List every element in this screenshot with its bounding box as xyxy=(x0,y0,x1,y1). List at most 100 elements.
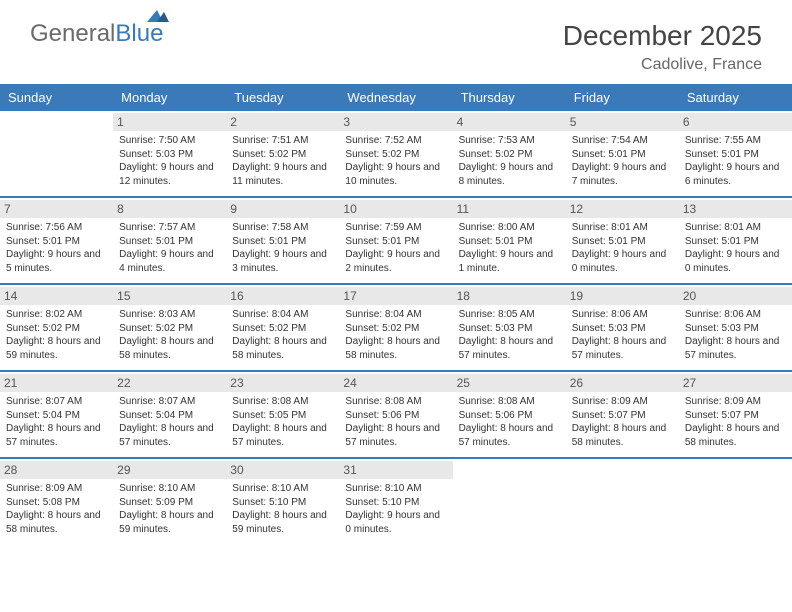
day-sun-info: Sunrise: 7:56 AMSunset: 5:01 PMDaylight:… xyxy=(6,221,107,275)
day-sun-info: Sunrise: 8:01 AMSunset: 5:01 PMDaylight:… xyxy=(572,221,673,275)
calendar-week-row: 7 Sunrise: 7:56 AMSunset: 5:01 PMDaylight… xyxy=(0,197,792,284)
day-number: 28 xyxy=(0,461,113,479)
location: Cadolive, France xyxy=(563,56,762,74)
day-sun-info: Sunrise: 7:55 AMSunset: 5:01 PMDaylight:… xyxy=(685,134,786,188)
calendar-day-cell: 2 Sunrise: 7:51 AMSunset: 5:02 PMDaylight… xyxy=(226,111,339,197)
day-sun-info: Sunrise: 8:06 AMSunset: 5:03 PMDaylight:… xyxy=(685,308,786,362)
calendar-day-cell: 16 Sunrise: 8:04 AMSunset: 5:02 PMDayligh… xyxy=(226,284,339,371)
day-sun-info: Sunrise: 8:01 AMSunset: 5:01 PMDaylight:… xyxy=(685,221,786,275)
calendar-day-cell: 6 Sunrise: 7:55 AMSunset: 5:01 PMDaylight… xyxy=(679,111,792,197)
calendar-week-row: 1 Sunrise: 7:50 AMSunset: 5:03 PMDaylight… xyxy=(0,111,792,197)
calendar-day-cell: 7 Sunrise: 7:56 AMSunset: 5:01 PMDaylight… xyxy=(0,197,113,284)
calendar-day-cell: 4Sunrise: 7:53 AMSunset: 5:02 PMDaylight… xyxy=(453,111,566,197)
day-number: 2 xyxy=(226,113,339,131)
calendar-day-cell: 25 Sunrise: 8:08 AMSunset: 5:06 PMDayligh… xyxy=(453,371,566,458)
calendar-week-row: 21 Sunrise: 8:07 AMSunset: 5:04 PMDayligh… xyxy=(0,371,792,458)
calendar-day-cell: 22 Sunrise: 8:07 AMSunset: 5:04 PMDayligh… xyxy=(113,371,226,458)
day-sun-info: Sunrise: 8:08 AMSunset: 5:05 PMDaylight:… xyxy=(232,395,333,449)
calendar-day-cell: 30Sunrise: 8:10 AMSunset: 5:10 PMDayligh… xyxy=(226,458,339,544)
day-number: 25 xyxy=(453,374,566,392)
title-block: December 2025 Cadolive, France xyxy=(563,20,762,74)
day-number: 27 xyxy=(679,374,792,392)
day-sun-info: Sunrise: 8:09 AMSunset: 5:07 PMDaylight:… xyxy=(685,395,786,449)
day-number: 3 xyxy=(339,113,452,131)
day-number: 22 xyxy=(113,374,226,392)
calendar-day-cell: 17Sunrise: 8:04 AMSunset: 5:02 PMDayligh… xyxy=(339,284,452,371)
day-sun-info: Sunrise: 8:02 AMSunset: 5:02 PMDaylight:… xyxy=(6,308,107,362)
calendar-day-cell: 21 Sunrise: 8:07 AMSunset: 5:04 PMDayligh… xyxy=(0,371,113,458)
day-number: 13 xyxy=(679,200,792,218)
day-sun-info: Sunrise: 8:03 AMSunset: 5:02 PMDaylight:… xyxy=(119,308,220,362)
day-sun-info: Sunrise: 7:58 AMSunset: 5:01 PMDaylight:… xyxy=(232,221,333,275)
calendar-body: 1 Sunrise: 7:50 AMSunset: 5:03 PMDaylight… xyxy=(0,111,792,544)
day-number: 18 xyxy=(453,287,566,305)
calendar-day-cell xyxy=(679,458,792,544)
day-number: 15 xyxy=(113,287,226,305)
day-number: 7 xyxy=(0,200,113,218)
calendar-day-cell: 15 Sunrise: 8:03 AMSunset: 5:02 PMDayligh… xyxy=(113,284,226,371)
logo-blue-text: Blue xyxy=(115,20,163,47)
day-number: 29 xyxy=(113,461,226,479)
weekday-header-row: SundayMondayTuesdayWednesdayThursdayFrid… xyxy=(0,84,792,111)
calendar-day-cell: 28Sunrise: 8:09 AMSunset: 5:08 PMDayligh… xyxy=(0,458,113,544)
day-number: 21 xyxy=(0,374,113,392)
calendar-day-cell: 23Sunrise: 8:08 AMSunset: 5:05 PMDayligh… xyxy=(226,371,339,458)
day-sun-info: Sunrise: 7:53 AMSunset: 5:02 PMDaylight:… xyxy=(459,134,560,188)
calendar-day-cell: 5Sunrise: 7:54 AMSunset: 5:01 PMDaylight… xyxy=(566,111,679,197)
day-number: 16 xyxy=(226,287,339,305)
logo-triangle-icon xyxy=(147,8,169,22)
day-sun-info: Sunrise: 8:05 AMSunset: 5:03 PMDaylight:… xyxy=(459,308,560,362)
calendar-table: SundayMondayTuesdayWednesdayThursdayFrid… xyxy=(0,84,792,544)
calendar-day-cell xyxy=(566,458,679,544)
calendar-day-cell: 12 Sunrise: 8:01 AMSunset: 5:01 PMDayligh… xyxy=(566,197,679,284)
day-sun-info: Sunrise: 8:08 AMSunset: 5:06 PMDaylight:… xyxy=(459,395,560,449)
day-number: 17 xyxy=(339,287,452,305)
day-number: 9 xyxy=(226,200,339,218)
calendar-day-cell: 10Sunrise: 7:59 AMSunset: 5:01 PMDayligh… xyxy=(339,197,452,284)
weekday-header: Saturday xyxy=(679,84,792,111)
day-number: 26 xyxy=(566,374,679,392)
weekday-header: Friday xyxy=(566,84,679,111)
calendar-day-cell: 19Sunrise: 8:06 AMSunset: 5:03 PMDayligh… xyxy=(566,284,679,371)
day-number: 10 xyxy=(339,200,452,218)
calendar-day-cell xyxy=(0,111,113,197)
calendar-day-cell: 29Sunrise: 8:10 AMSunset: 5:09 PMDayligh… xyxy=(113,458,226,544)
calendar-day-cell: 27 Sunrise: 8:09 AMSunset: 5:07 PMDayligh… xyxy=(679,371,792,458)
calendar-day-cell: 18 Sunrise: 8:05 AMSunset: 5:03 PMDayligh… xyxy=(453,284,566,371)
header: General Blue December 2025 Cadolive, Fra… xyxy=(0,0,792,84)
calendar-day-cell: 24Sunrise: 8:08 AMSunset: 5:06 PMDayligh… xyxy=(339,371,452,458)
weekday-header: Monday xyxy=(113,84,226,111)
weekday-header: Sunday xyxy=(0,84,113,111)
calendar-day-cell: 31Sunrise: 8:10 AMSunset: 5:10 PMDayligh… xyxy=(339,458,452,544)
day-number: 5 xyxy=(566,113,679,131)
day-sun-info: Sunrise: 7:51 AMSunset: 5:02 PMDaylight:… xyxy=(232,134,333,188)
day-number: 30 xyxy=(226,461,339,479)
calendar-day-cell: 8 Sunrise: 7:57 AMSunset: 5:01 PMDaylight… xyxy=(113,197,226,284)
logo-general: General xyxy=(30,20,115,48)
day-number: 31 xyxy=(339,461,452,479)
day-number: 1 xyxy=(113,113,226,131)
calendar-day-cell: 13 Sunrise: 8:01 AMSunset: 5:01 PMDayligh… xyxy=(679,197,792,284)
day-number: 24 xyxy=(339,374,452,392)
calendar-day-cell: 3Sunrise: 7:52 AMSunset: 5:02 PMDaylight… xyxy=(339,111,452,197)
day-sun-info: Sunrise: 8:04 AMSunset: 5:02 PMDaylight:… xyxy=(232,308,333,362)
day-number: 14 xyxy=(0,287,113,305)
calendar-week-row: 28Sunrise: 8:09 AMSunset: 5:08 PMDayligh… xyxy=(0,458,792,544)
day-number: 8 xyxy=(113,200,226,218)
day-sun-info: Sunrise: 8:07 AMSunset: 5:04 PMDaylight:… xyxy=(6,395,107,449)
calendar-week-row: 14 Sunrise: 8:02 AMSunset: 5:02 PMDayligh… xyxy=(0,284,792,371)
calendar-day-cell: 1 Sunrise: 7:50 AMSunset: 5:03 PMDaylight… xyxy=(113,111,226,197)
calendar-day-cell: 11Sunrise: 8:00 AMSunset: 5:01 PMDayligh… xyxy=(453,197,566,284)
calendar-day-cell: 20 Sunrise: 8:06 AMSunset: 5:03 PMDayligh… xyxy=(679,284,792,371)
day-number: 20 xyxy=(679,287,792,305)
day-number: 12 xyxy=(566,200,679,218)
day-sun-info: Sunrise: 7:50 AMSunset: 5:03 PMDaylight:… xyxy=(119,134,220,188)
day-number: 6 xyxy=(679,113,792,131)
calendar-day-cell xyxy=(453,458,566,544)
day-sun-info: Sunrise: 8:06 AMSunset: 5:03 PMDaylight:… xyxy=(572,308,673,362)
calendar-day-cell: 14 Sunrise: 8:02 AMSunset: 5:02 PMDayligh… xyxy=(0,284,113,371)
logo-blue: Blue xyxy=(115,20,163,48)
day-sun-info: Sunrise: 8:07 AMSunset: 5:04 PMDaylight:… xyxy=(119,395,220,449)
day-sun-info: Sunrise: 7:57 AMSunset: 5:01 PMDaylight:… xyxy=(119,221,220,275)
weekday-header: Wednesday xyxy=(339,84,452,111)
